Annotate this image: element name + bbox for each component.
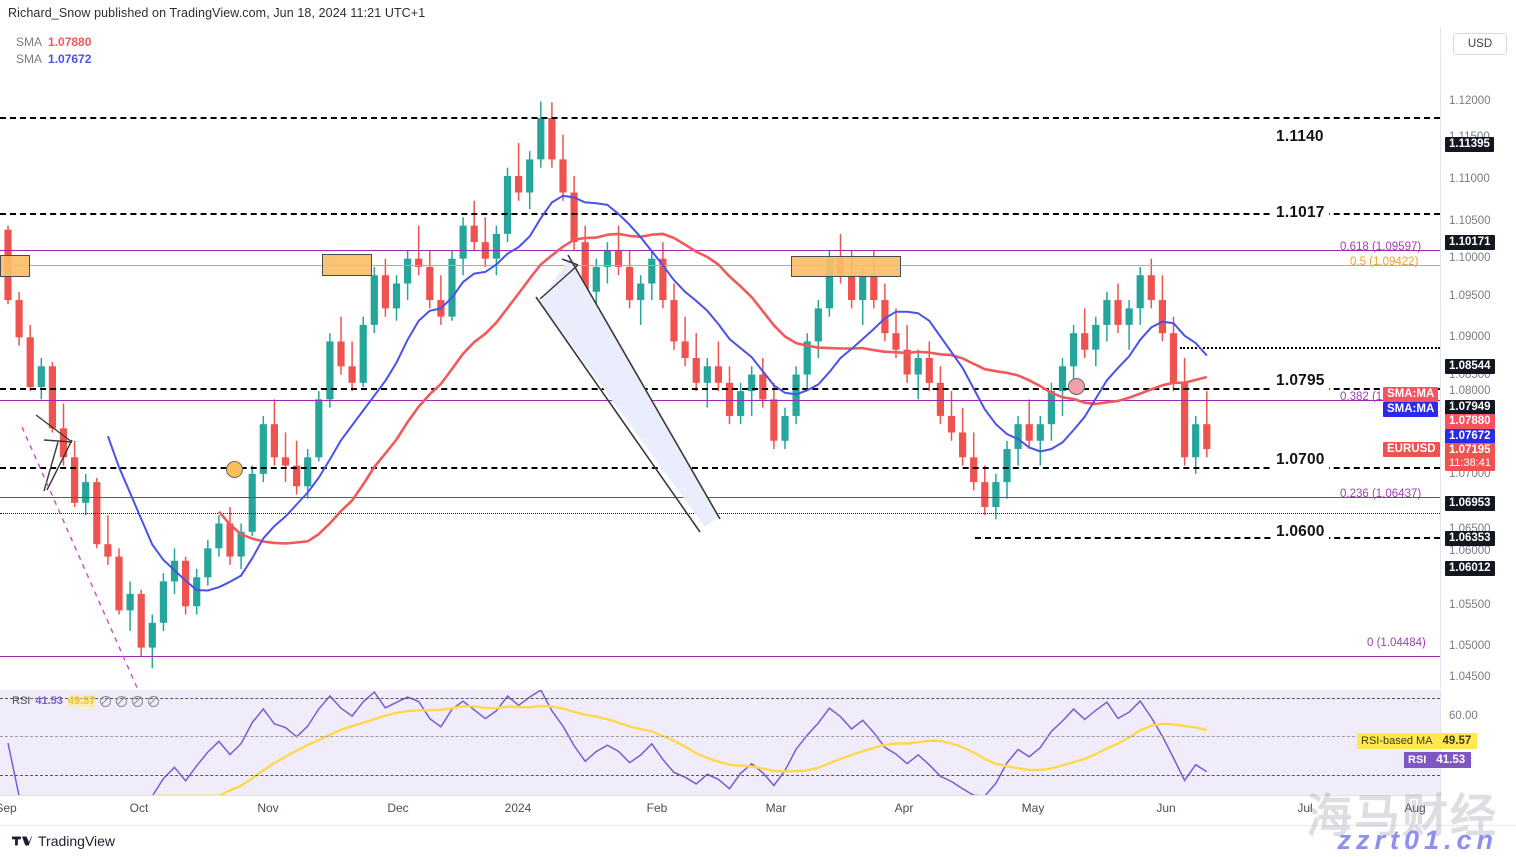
price-pill[interactable]: 1.07949	[1445, 400, 1495, 415]
price-tick: 1.05500	[1449, 599, 1491, 611]
attribution-text: Richard_Snow published on TradingView.co…	[8, 6, 426, 20]
price-tick: 1.06000	[1449, 545, 1491, 557]
rsi-value: 41.53	[1430, 752, 1472, 768]
chart-marker-orange[interactable]	[226, 461, 243, 478]
tradingview-mark-icon	[12, 836, 32, 846]
time-tick: Aug	[1404, 801, 1426, 815]
price-tick: 1.07000	[1449, 468, 1491, 480]
price-chart-pane[interactable]: 1.1140 1.1017 1.0795 1.0700 1.0600 0.618…	[0, 27, 1441, 689]
rsi-ma-value: 49.57	[1436, 733, 1478, 749]
rsi-ma-label: RSI-based MA	[1357, 733, 1437, 749]
moving-average-lines	[106, 194, 1208, 592]
rsi-value-badge[interactable]: RSI 41.53	[1404, 752, 1472, 768]
rsi-level-50	[0, 736, 1440, 737]
price-pill[interactable]: 1.06353	[1445, 531, 1495, 546]
price-tick: 1.05000	[1449, 640, 1491, 652]
price-pill[interactable]: 1.08544	[1445, 359, 1495, 374]
price-tick: 1.09000	[1449, 331, 1491, 343]
price-pill[interactable]: 1.07880	[1445, 414, 1495, 429]
trendline-drawings[interactable]	[0, 27, 1440, 689]
level-line-10795	[0, 388, 1440, 390]
fib-dotted-line	[0, 513, 1440, 514]
time-tick: 2024	[504, 801, 532, 815]
fib-line-0	[0, 656, 1440, 657]
footer-bar: TradingView	[0, 825, 1516, 857]
price-pill[interactable]: 1.06953	[1445, 496, 1495, 511]
level-line-11017	[0, 213, 1440, 215]
rsi-tick-60: 60.00	[1449, 710, 1478, 722]
time-tick: Oct	[129, 801, 149, 815]
tradingview-brand-text: TradingView	[38, 833, 116, 849]
price-tick: 1.08000	[1449, 385, 1491, 397]
price-pill[interactable]: 1.10171	[1445, 235, 1495, 250]
chart-marker-pink[interactable]	[1068, 378, 1085, 395]
current-price-badge[interactable]: 1.07195 11:38:41	[1445, 443, 1496, 471]
fib-label-05: 0.5 (1.09422)	[1350, 256, 1419, 268]
fib-line-618	[0, 250, 1440, 251]
price-tick: 1.10500	[1449, 215, 1491, 227]
level-label-11017: 1.1017	[1272, 204, 1329, 222]
tag-sma-slow[interactable]: SMA:MA	[1383, 402, 1439, 417]
fib-label-618: 0.618 (1.09597)	[1340, 241, 1422, 253]
level-label-10600: 1.0600	[1272, 523, 1329, 541]
rsi-level-70	[0, 698, 1440, 699]
price-tick: 1.11000	[1449, 173, 1490, 185]
time-tick: Jun	[1156, 801, 1176, 815]
tag-symbol[interactable]: EURUSD	[1383, 442, 1440, 457]
fib-line-382	[0, 400, 1440, 401]
time-tick: May	[1021, 801, 1045, 815]
time-tick: Apr	[894, 801, 914, 815]
time-tick: Mar	[765, 801, 787, 815]
price-pill[interactable]: 1.06012	[1445, 561, 1495, 576]
price-tick: 1.09500	[1449, 290, 1491, 302]
currency-badge[interactable]: USD	[1453, 33, 1507, 55]
level-label-10795: 1.0795	[1272, 372, 1329, 390]
level-line-11140	[0, 117, 1440, 119]
price-tick: 1.10000	[1449, 252, 1491, 264]
level-line-10600	[975, 537, 1440, 539]
rsi-label: RSI	[1404, 752, 1431, 768]
time-tick: Nov	[257, 801, 279, 815]
fib-label-0: 0 (1.04484)	[1367, 637, 1426, 649]
rsi-ma-badge[interactable]: RSI-based MA 49.57	[1357, 733, 1478, 749]
price-tick: 1.12000	[1449, 95, 1491, 107]
time-tick: Jul	[1297, 801, 1313, 815]
price-pill[interactable]: 1.11395	[1445, 137, 1494, 152]
supply-zone-box	[791, 256, 901, 277]
rsi-axis[interactable]: 60.00 RSI-based MA 49.57 RSI 41.53	[1357, 690, 1516, 796]
candlestick-series	[4, 101, 1211, 669]
current-price-time: 11:38:41	[1449, 457, 1492, 469]
tradingview-logo[interactable]: TradingView	[12, 833, 115, 849]
fib-line-236	[0, 497, 1440, 498]
tag-sma-fast[interactable]: SMA:MA	[1383, 387, 1439, 402]
price-tick: 1.04500	[1449, 671, 1491, 683]
level-line-10854	[1180, 347, 1440, 349]
rsi-indicator-pane[interactable]	[0, 690, 1441, 796]
fib-label-236: 0.236 (1.06437)	[1340, 488, 1422, 500]
price-pill[interactable]: 1.07672	[1445, 429, 1495, 444]
rsi-lines	[7, 690, 1208, 796]
current-price-value: 1.07195	[1449, 444, 1491, 456]
time-axis[interactable]: Sep Oct Nov Dec 2024 Feb Mar Apr May Jun Jul Aug	[0, 797, 1440, 825]
supply-zone-box	[0, 255, 30, 277]
level-label-10700: 1.0700	[1272, 451, 1329, 469]
price-axis[interactable]: USD 1.120001.115001.110001.105001.100001…	[1441, 27, 1516, 689]
level-label-11140: 1.1140	[1272, 128, 1328, 146]
time-tick: Sep	[0, 801, 17, 815]
supply-zone-box	[322, 254, 372, 276]
time-tick: Dec	[387, 801, 409, 815]
time-tick: Feb	[646, 801, 668, 815]
level-line-10700	[0, 467, 1440, 469]
rsi-level-30	[0, 775, 1440, 776]
